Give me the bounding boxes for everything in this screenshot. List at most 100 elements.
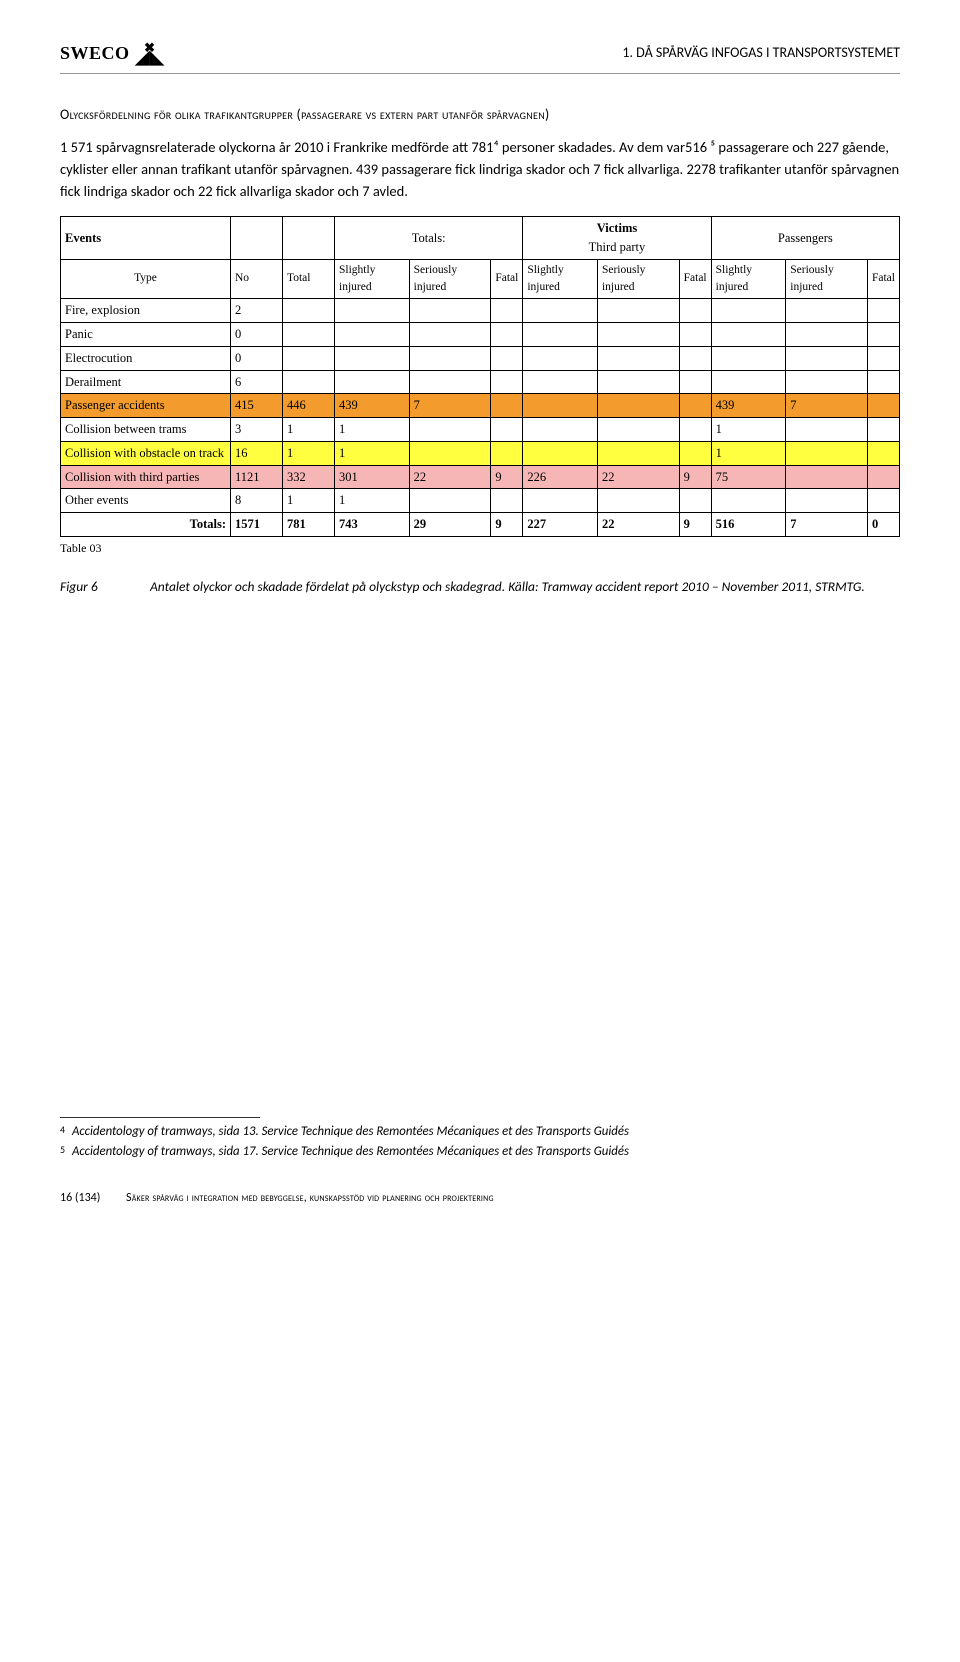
cell	[491, 418, 523, 442]
cell: 1	[335, 441, 410, 465]
cell	[786, 299, 868, 323]
cell: 1	[335, 418, 410, 442]
table-row: Panic0	[61, 323, 900, 347]
cell	[597, 394, 679, 418]
cell	[523, 323, 598, 347]
th-total: Total	[283, 259, 335, 299]
cell-no: 16	[231, 441, 283, 465]
cell	[409, 323, 491, 347]
cell	[335, 323, 410, 347]
cell	[786, 441, 868, 465]
cell-no: 1571	[231, 513, 283, 537]
cell	[786, 489, 868, 513]
cell-type: Totals:	[61, 513, 231, 537]
footnote-separator	[60, 1117, 260, 1118]
th-fat-3: Fatal	[867, 259, 899, 299]
cell	[335, 346, 410, 370]
running-head: 1. DÅ SPÅRVÄG INFOGAS I TRANSPORTSYSTEME…	[622, 40, 900, 63]
events-table: Events Totals: Victims Third party Passe…	[60, 216, 900, 537]
cell: 29	[409, 513, 491, 537]
cell	[679, 394, 711, 418]
cell	[491, 323, 523, 347]
footnote-4: 4 Accidentology of tramways, sida 13. Se…	[60, 1122, 900, 1142]
events-tbody: Fire, explosion2Panic0Electrocution0Dera…	[61, 299, 900, 537]
cell	[283, 323, 335, 347]
logo-mark-icon: ✖ ◢◣	[136, 44, 165, 63]
cell-type: Collision with third parties	[61, 465, 231, 489]
cell	[786, 418, 868, 442]
th-blank	[231, 217, 283, 260]
cell: 1	[283, 418, 335, 442]
figure-caption: Figur 6 Antalet olyckor och skadade förd…	[60, 577, 900, 597]
cell-no: 8	[231, 489, 283, 513]
cell	[523, 441, 598, 465]
cell	[786, 346, 868, 370]
th-sli-2: Slightly injured	[523, 259, 598, 299]
cell	[597, 370, 679, 394]
cell: 75	[711, 465, 786, 489]
cell: 22	[409, 465, 491, 489]
th-type: Type	[61, 259, 231, 299]
cell: 7	[786, 394, 868, 418]
table-row: Derailment6	[61, 370, 900, 394]
figure-text: Antalet olyckor och skadade fördelat på …	[150, 577, 900, 597]
page-number: 16 (134)	[60, 1189, 126, 1207]
cell	[679, 370, 711, 394]
cell-type: Panic	[61, 323, 231, 347]
cell	[335, 370, 410, 394]
page-footer: 16 (134) Säker spårväg i integration med…	[60, 1189, 900, 1207]
th-passengers: Passengers	[711, 217, 899, 260]
cell: 781	[283, 513, 335, 537]
cell	[679, 489, 711, 513]
cell: 743	[335, 513, 410, 537]
cell	[786, 370, 868, 394]
cell	[523, 394, 598, 418]
cell-type: Fire, explosion	[61, 299, 231, 323]
cell: 439	[335, 394, 410, 418]
table-row: Collision between trams3111	[61, 418, 900, 442]
cell-no: 0	[231, 346, 283, 370]
cell: 1	[283, 489, 335, 513]
cell-type: Other events	[61, 489, 231, 513]
cell: 9	[491, 513, 523, 537]
cell-type: Passenger accidents	[61, 394, 231, 418]
cell-no: 0	[231, 323, 283, 347]
cell	[283, 299, 335, 323]
table-row: Electrocution0	[61, 346, 900, 370]
cell: 1	[711, 418, 786, 442]
cell	[786, 465, 868, 489]
cell	[597, 489, 679, 513]
body-paragraph: 1 571 spårvagnsrelaterade olyckorna år 2…	[60, 137, 900, 202]
cell	[867, 346, 899, 370]
section-title: Olycksfördelning för olika trafikantgrup…	[60, 104, 900, 125]
events-table-wrap: Events Totals: Victims Third party Passe…	[60, 216, 900, 557]
cell	[867, 465, 899, 489]
cell	[597, 323, 679, 347]
cell: 1	[335, 489, 410, 513]
cell	[409, 346, 491, 370]
figure-label: Figur 6	[60, 577, 150, 597]
th-sli-3: Slightly injured	[711, 259, 786, 299]
cell-type: Collision between trams	[61, 418, 231, 442]
cell	[597, 418, 679, 442]
cell	[711, 346, 786, 370]
cell	[711, 323, 786, 347]
table-row: Collision with obstacle on track16111	[61, 441, 900, 465]
cell: 332	[283, 465, 335, 489]
cell	[491, 299, 523, 323]
table-row: Collision with third parties112133230122…	[61, 465, 900, 489]
table-row: Other events811	[61, 489, 900, 513]
th-sli-1: Slightly injured	[335, 259, 410, 299]
table-row: Totals:157178174329922722951670	[61, 513, 900, 537]
cell: 7	[409, 394, 491, 418]
cell: 0	[867, 513, 899, 537]
page-header: SWECO ✖ ◢◣ 1. DÅ SPÅRVÄG INFOGAS I TRANS…	[60, 40, 900, 74]
cell-no: 3	[231, 418, 283, 442]
cell	[867, 489, 899, 513]
cell	[786, 323, 868, 347]
th-ser-1: Seriously injured	[409, 259, 491, 299]
logo: SWECO ✖ ◢◣	[60, 40, 164, 67]
cell-type: Electrocution	[61, 346, 231, 370]
cell	[867, 394, 899, 418]
cell	[679, 299, 711, 323]
